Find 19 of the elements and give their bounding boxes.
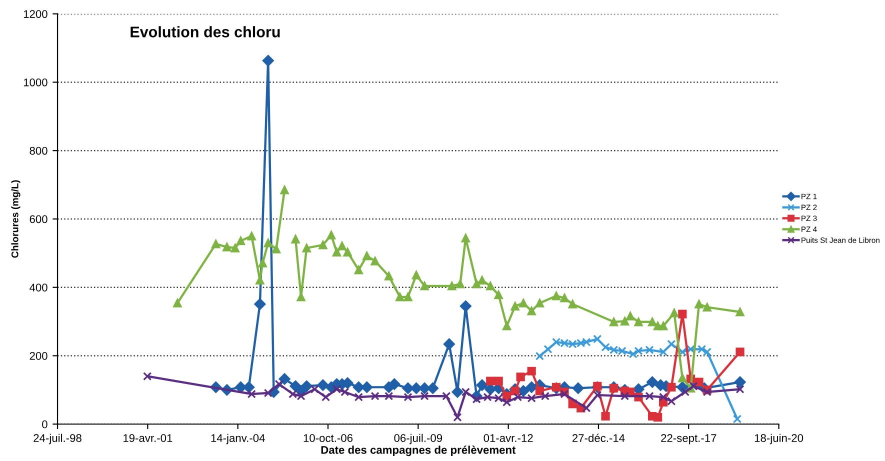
- y-tick-label: 0: [42, 420, 48, 428]
- x-tick-label: 18-juin-20: [754, 434, 804, 444]
- x-tick-label: 01-avr.-12: [484, 434, 533, 442]
- y-tick-label: 800: [30, 146, 48, 155]
- y-tick-label: 200: [30, 352, 48, 360]
- y-tick-label: 1000: [24, 78, 48, 86]
- x-axis-title: Date des campagnes de prélèvement: [321, 446, 516, 456]
- y-tick-label: 1200: [24, 10, 48, 18]
- x-tick-label: 24-juil.-98: [34, 434, 82, 444]
- text: Evolution des chloru: [130, 26, 280, 38]
- x-tick-label: 10-oct.-06: [304, 434, 353, 442]
- y-tick-label: 600: [30, 215, 48, 224]
- x-tick-label: 06-juil.-09: [394, 434, 442, 444]
- y-axis-title: Chlorures (mg/L): [11, 180, 20, 258]
- x-tick-label: 27-déc.-14: [572, 434, 625, 442]
- x-tick-label: 19-avr.-01: [124, 434, 172, 442]
- x-tick-label: 22-sept.-17: [661, 434, 716, 444]
- y-tick-label: 400: [30, 284, 48, 292]
- x-tick-label: 14-janv.-04: [211, 434, 265, 444]
